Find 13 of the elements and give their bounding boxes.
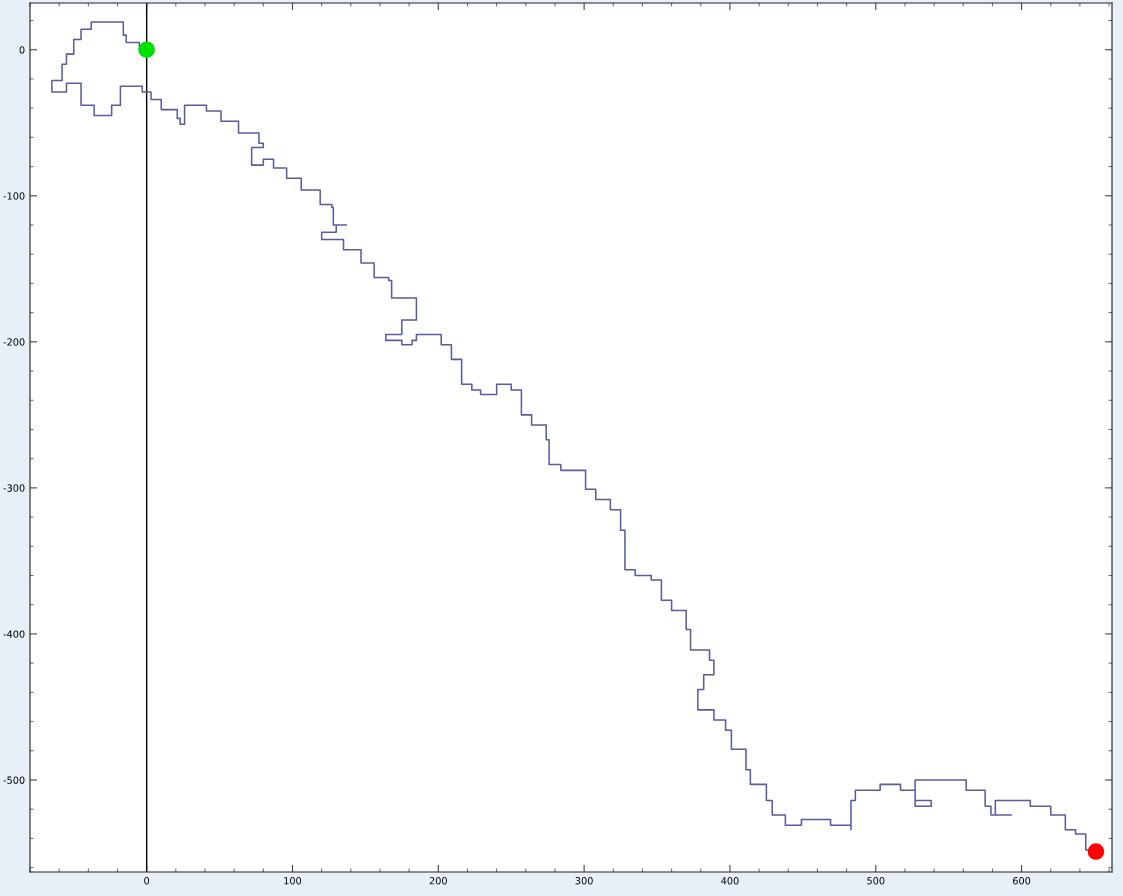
y-tick-label: 0 [19, 46, 25, 54]
x-tick-label: 600 [1012, 877, 1031, 885]
x-tick-label: 500 [867, 877, 885, 885]
x-tick-label: 300 [575, 877, 593, 885]
x-tick-label: 400 [721, 877, 739, 885]
x-tick-label: 0 [144, 877, 150, 885]
y-tick-label: -200 [3, 338, 25, 346]
y-tick-label: -300 [3, 484, 25, 492]
y-tick-label: -400 [3, 630, 25, 638]
x-tick-label: 200 [429, 877, 447, 885]
y-tick-label: -500 [3, 776, 25, 784]
y-tick-label: -100 [3, 192, 25, 200]
x-tick-label: 100 [284, 877, 302, 885]
